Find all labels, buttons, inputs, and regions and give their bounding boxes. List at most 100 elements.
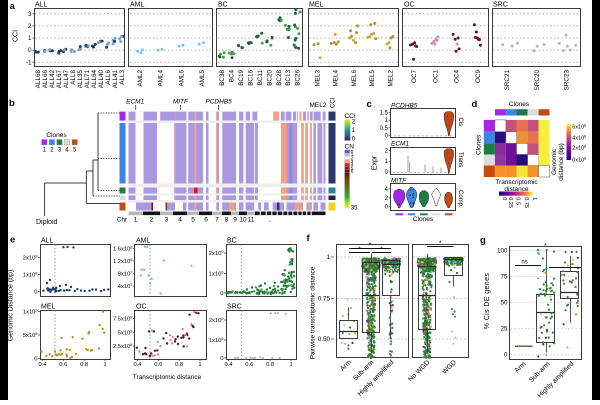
svg-text:*: * [380, 246, 383, 253]
svg-text:Comp.: Comp. [457, 190, 463, 208]
svg-text:1: 1 [385, 118, 389, 124]
svg-text:2: 2 [351, 156, 354, 161]
svg-text:BC20: BC20 [266, 70, 273, 86]
svg-text:0.6: 0.6 [154, 362, 162, 368]
svg-text:d: d [472, 99, 478, 110]
svg-text:1: 1 [43, 148, 47, 154]
svg-text:1: 1 [531, 197, 537, 200]
svg-text:0: 0 [34, 356, 37, 362]
svg-text:Chr: Chr [117, 217, 128, 224]
svg-text:CCI: CCI [331, 97, 337, 108]
svg-text:b: b [9, 98, 15, 109]
svg-text:BC: BC [227, 238, 237, 245]
svg-text:*: * [564, 261, 567, 268]
svg-text:ECM1: ECM1 [126, 99, 144, 106]
svg-text:0.75: 0.75 [523, 197, 529, 208]
svg-text:BC19: BC19 [238, 70, 245, 86]
svg-text:1.5: 1.5 [380, 111, 389, 117]
svg-text:4: 4 [178, 217, 182, 224]
svg-text:OC1: OC1 [432, 70, 439, 83]
svg-text:Diploid: Diploid [36, 219, 58, 226]
svg-text:2: 2 [150, 217, 154, 224]
svg-text:0.4: 0.4 [133, 362, 142, 368]
svg-text:0: 0 [28, 47, 32, 54]
svg-text:ALL42: ALL42 [49, 70, 56, 89]
svg-text:OC7: OC7 [411, 70, 418, 83]
svg-text:AML4: AML4 [158, 70, 165, 87]
svg-text:Trans: Trans [457, 152, 463, 167]
svg-text:SRC23: SRC23 [564, 70, 571, 91]
svg-text:0: 0 [501, 197, 507, 200]
svg-text:6: 6 [204, 217, 208, 224]
svg-text:0x10: 0x10 [572, 157, 584, 163]
svg-text:MEL6: MEL6 [351, 70, 358, 87]
svg-text:7: 7 [215, 217, 219, 224]
svg-text:1.2x108: 1.2x108 [113, 258, 133, 265]
svg-text:ALL35: ALL35 [77, 70, 84, 89]
svg-text:MITF: MITF [173, 99, 189, 106]
svg-text:1x109: 1x109 [23, 309, 38, 316]
svg-text:0: 0 [385, 205, 389, 211]
svg-text:0.6: 0.6 [59, 362, 67, 368]
svg-text:2.5x108: 2.5x108 [113, 343, 133, 350]
svg-text:0: 0 [385, 133, 389, 139]
svg-text:8: 8 [225, 217, 229, 224]
svg-text:BC13: BC13 [285, 70, 292, 86]
svg-text:BC4: BC4 [229, 70, 236, 83]
svg-text:0: 0 [352, 137, 356, 143]
svg-text:OC4: OC4 [454, 70, 461, 83]
svg-text:2: 2 [28, 23, 32, 30]
svg-text:4: 4 [65, 148, 69, 154]
svg-text:1x108: 1x108 [23, 271, 38, 278]
svg-text:CCI: CCI [345, 113, 356, 120]
svg-text:1: 1 [326, 254, 330, 261]
svg-text:2: 2 [352, 120, 356, 126]
svg-text:% Cis DE genes: % Cis DE genes [484, 273, 491, 330]
svg-text:*: * [369, 242, 372, 249]
svg-text:7.5x108: 7.5x108 [113, 316, 133, 323]
svg-text:ALL: ALL [41, 238, 54, 245]
svg-text:c: c [367, 99, 372, 110]
svg-text:0.4: 0.4 [38, 362, 47, 368]
svg-text:0: 0 [504, 352, 508, 359]
svg-text:0: 0 [220, 356, 223, 362]
svg-text:1: 1 [351, 152, 354, 157]
svg-text:a: a [10, 1, 16, 12]
svg-text:3: 3 [28, 11, 32, 18]
svg-text:Clones: Clones [476, 134, 483, 155]
svg-text:Clones: Clones [413, 216, 434, 223]
svg-text:SRC20: SRC20 [534, 70, 541, 91]
svg-text:ns: ns [521, 260, 527, 266]
svg-text:Pairwise transcriptomic distan: Pairwise transcriptomic distance [310, 266, 317, 359]
svg-text:Cis: Cis [457, 118, 463, 127]
svg-text:2x109: 2x109 [209, 250, 224, 257]
svg-text:0: 0 [220, 291, 223, 297]
svg-text:8: 8 [584, 145, 586, 149]
svg-text:ALL41: ALL41 [112, 70, 119, 89]
svg-text:8: 8 [584, 156, 586, 160]
svg-text:MEL2: MEL2 [310, 102, 327, 109]
svg-text:75: 75 [500, 274, 508, 281]
svg-text:Genomic Distance (bp): Genomic Distance (bp) [8, 270, 15, 342]
svg-text:4x10: 4x10 [572, 135, 584, 141]
svg-text:BC16: BC16 [248, 70, 255, 86]
svg-text:Clones: Clones [509, 101, 530, 108]
svg-text:ALL8: ALL8 [70, 70, 77, 85]
svg-text:*: * [439, 240, 442, 247]
svg-text:MEL3: MEL3 [315, 70, 322, 87]
svg-text:5: 5 [73, 148, 77, 154]
svg-text:ALL68: ALL68 [35, 70, 42, 89]
svg-text:Clones: Clones [46, 132, 67, 139]
svg-text:3: 3 [165, 217, 169, 224]
svg-text:1x109: 1x109 [209, 337, 224, 344]
svg-text:11: 11 [248, 217, 255, 224]
svg-text:PCDHB5: PCDHB5 [205, 99, 232, 106]
svg-text:MEL5: MEL5 [369, 70, 376, 87]
svg-text:2x108: 2x108 [23, 254, 38, 261]
svg-text:4x107: 4x107 [118, 283, 133, 290]
svg-text:6: 6 [351, 169, 354, 174]
svg-text:SRC21: SRC21 [504, 70, 511, 91]
svg-text:Transcriptomic distance: Transcriptomic distance [133, 374, 202, 381]
svg-text:g: g [480, 235, 486, 246]
svg-text:distance: distance [504, 186, 529, 193]
